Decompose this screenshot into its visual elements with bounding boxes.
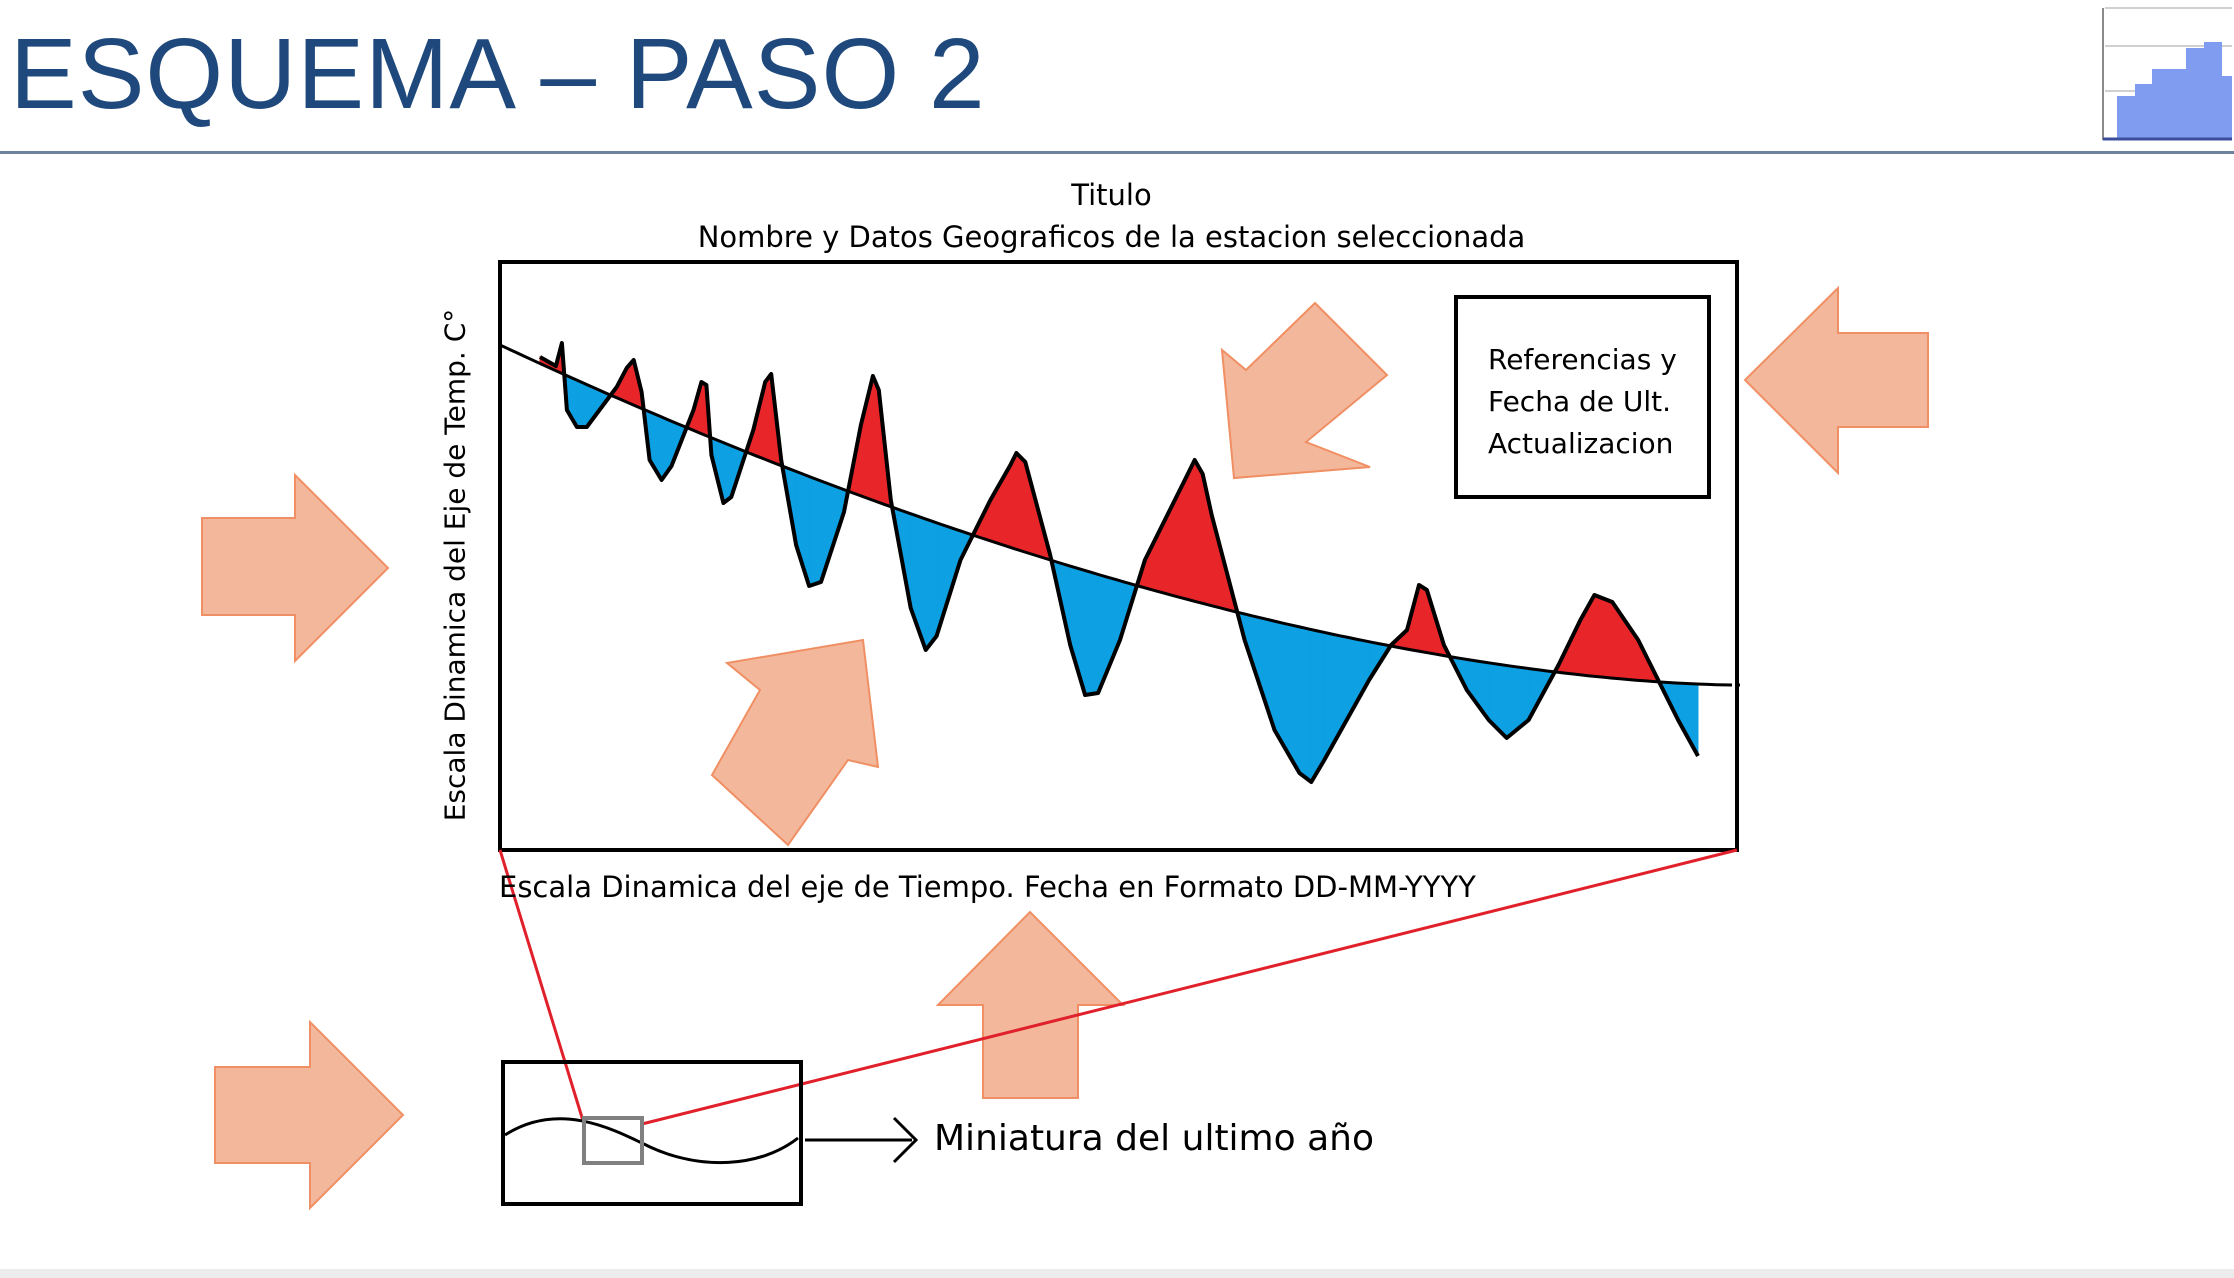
- below-trend-fill: [1466, 658, 1490, 722]
- legend-line: Actualizacion: [1488, 427, 1674, 460]
- temperature-wave: [539, 341, 1700, 784]
- legend-box: Referencias y Fecha de Ult. Actualizacio…: [1454, 295, 1711, 499]
- slide-title: ESQUEMA – PASO 2: [10, 18, 986, 130]
- above-trend-fill: [989, 463, 1011, 549]
- miniature-wave: [504, 1117, 799, 1165]
- arrow-right-left-top: [201, 472, 390, 664]
- miniature-label: Miniatura del ultimo año: [934, 1118, 1374, 1159]
- below-trend-fill: [1677, 682, 1699, 757]
- trend-line: [500, 343, 1733, 687]
- miniature-selection: [582, 1116, 644, 1165]
- arrow-up-bottom-center: [935, 910, 1126, 1099]
- miniature-arrow-head: [892, 1116, 919, 1164]
- above-trend-fill: [1593, 594, 1613, 679]
- chart-title-line: Titulo: [1071, 178, 1152, 212]
- above-trend-fill: [1194, 458, 1204, 605]
- below-trend-fill: [808, 475, 822, 587]
- below-trend-fill: [925, 518, 938, 652]
- arrow-left-right-side: [1743, 285, 1929, 476]
- below-trend-fill: [1323, 631, 1370, 762]
- title-divider: [0, 151, 2234, 154]
- zoom-line-right: [641, 848, 1738, 1126]
- chart-frame: [498, 260, 1739, 852]
- histogram-thumbnail-icon: [2097, 6, 2232, 141]
- arrow-right-left-bottom: [214, 1019, 405, 1211]
- below-trend-fill: [1097, 573, 1121, 694]
- above-trend-fill: [1418, 584, 1428, 654]
- above-trend-fill: [764, 372, 772, 463]
- below-trend-fill: [1084, 569, 1099, 696]
- legend-line: Referencias y: [1488, 343, 1677, 376]
- y-axis-label: Escala Dinamica del Eje de Temp. C°: [438, 308, 472, 822]
- chart-title: Titulo Nombre y Datos Geograficos de la …: [500, 174, 1723, 258]
- arrow-up-right-center: [710, 638, 880, 847]
- miniature-box: [501, 1060, 803, 1206]
- above-trend-fill: [1144, 479, 1186, 600]
- zoom-line-left: [498, 849, 586, 1125]
- footer-band: [0, 1269, 2234, 1278]
- below-trend-fill: [1298, 626, 1312, 784]
- below-trend-fill: [722, 441, 732, 505]
- x-axis-label: Escala Dinamica del eje de Tiempo. Fecha…: [499, 870, 1476, 904]
- below-trend-fill: [1310, 628, 1325, 784]
- above-trend-fill: [1611, 600, 1639, 681]
- above-trend-fill: [1015, 451, 1026, 553]
- arrow-down-left-top: [1220, 301, 1389, 480]
- legend-line: Fecha de Ult.: [1488, 385, 1672, 418]
- chart-subtitle-line: Nombre y Datos Geograficos de la estacio…: [697, 220, 1526, 254]
- below-trend-fill: [576, 379, 588, 428]
